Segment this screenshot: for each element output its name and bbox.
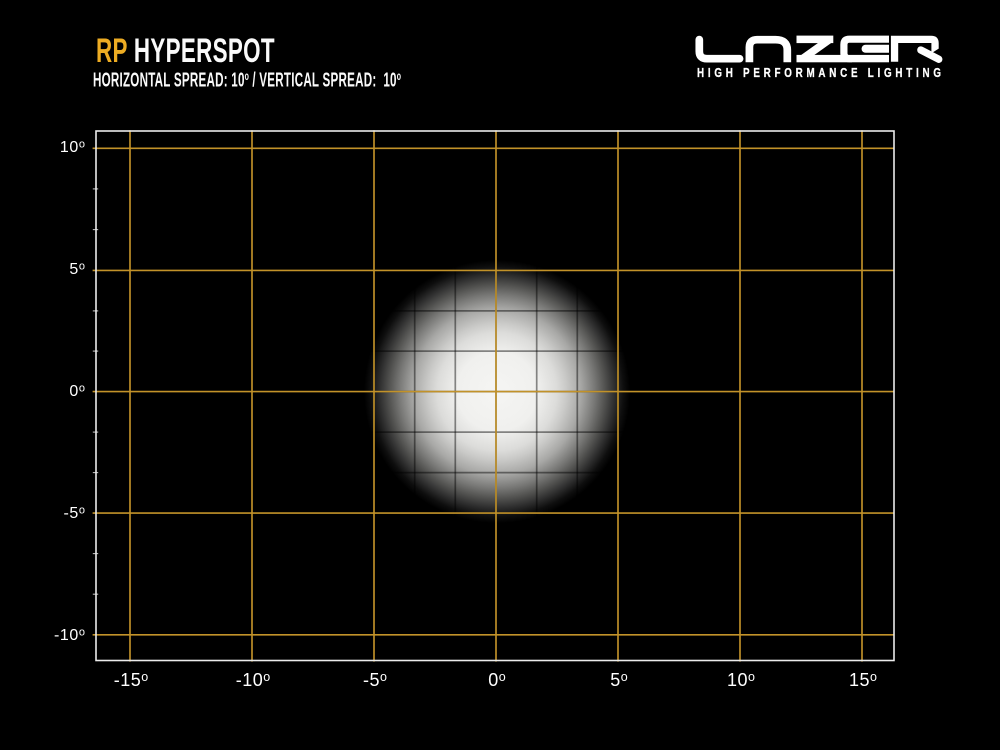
svg-text:HIGH PERFORMANCE LIGHTING: HIGH PERFORMANCE LIGHTING [697,67,941,80]
